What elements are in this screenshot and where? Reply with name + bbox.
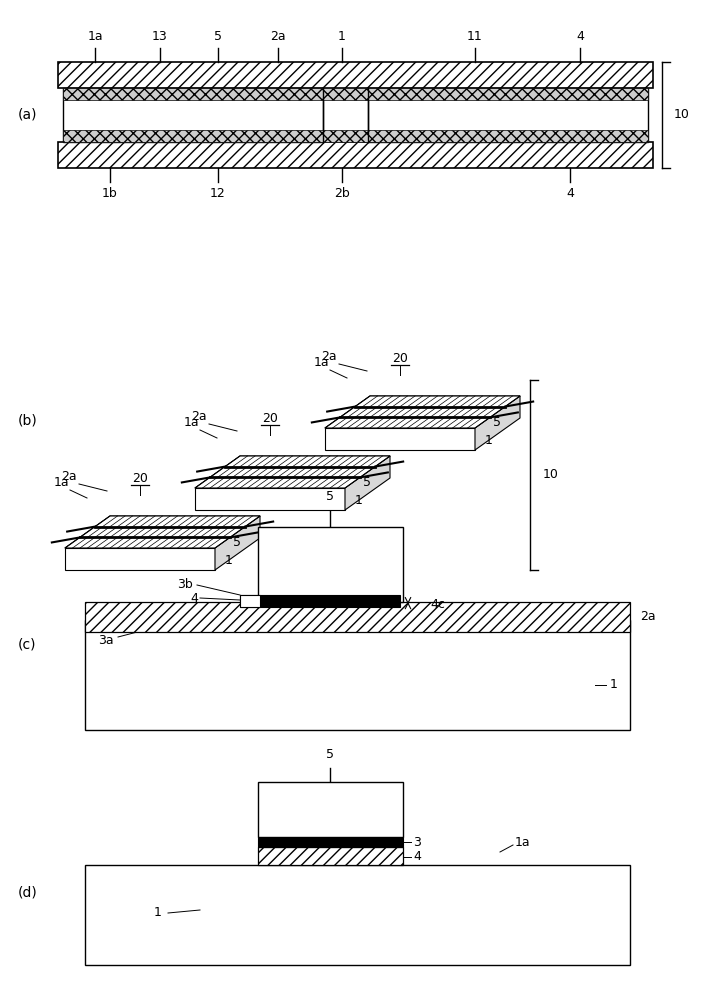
Bar <box>63 88 323 142</box>
Polygon shape <box>65 516 260 548</box>
Bar <box>323 88 368 100</box>
Text: 1: 1 <box>610 678 618 692</box>
Text: (b): (b) <box>18 413 38 427</box>
Bar <box>58 142 653 168</box>
Text: 5: 5 <box>493 416 501 428</box>
Text: (d): (d) <box>18 885 38 899</box>
Bar <box>85 865 630 965</box>
Bar <box>258 847 403 865</box>
Text: 1a: 1a <box>313 356 329 369</box>
Text: 11: 11 <box>467 30 483 43</box>
Bar <box>323 130 368 142</box>
Text: 2a: 2a <box>61 470 77 483</box>
Text: 5: 5 <box>233 536 241 548</box>
Bar <box>258 782 403 837</box>
Text: 3a: 3a <box>98 634 114 647</box>
Text: 4: 4 <box>413 850 421 863</box>
Text: 4: 4 <box>566 187 574 200</box>
Text: 20: 20 <box>392 352 408 365</box>
Bar <box>258 527 403 602</box>
Polygon shape <box>65 516 260 548</box>
Bar <box>258 837 403 847</box>
Text: 20: 20 <box>262 412 278 425</box>
Polygon shape <box>195 456 390 488</box>
Text: 4c: 4c <box>430 597 445 610</box>
Text: 5: 5 <box>326 748 334 761</box>
Text: 1a: 1a <box>515 836 531 848</box>
Text: 3: 3 <box>413 836 421 848</box>
Polygon shape <box>215 516 260 570</box>
Bar <box>85 620 630 730</box>
Bar <box>58 62 653 88</box>
Bar <box>240 595 400 607</box>
Text: 4: 4 <box>190 591 198 604</box>
Text: 2a: 2a <box>191 410 207 423</box>
Text: 1a: 1a <box>183 416 199 429</box>
Polygon shape <box>325 396 520 428</box>
Polygon shape <box>475 396 520 450</box>
Text: 1: 1 <box>355 493 363 506</box>
Text: 20: 20 <box>132 472 148 485</box>
Text: 2a: 2a <box>321 350 337 363</box>
Polygon shape <box>345 456 390 510</box>
Polygon shape <box>195 488 345 510</box>
Text: 1a: 1a <box>54 476 69 489</box>
Text: 1: 1 <box>225 554 233 566</box>
Bar <box>368 88 648 142</box>
Text: 1: 1 <box>154 906 162 920</box>
Bar <box>240 595 260 607</box>
Bar <box>368 88 648 100</box>
Polygon shape <box>325 396 520 428</box>
Bar <box>85 602 630 632</box>
Text: 5: 5 <box>363 476 371 488</box>
Text: 2a: 2a <box>640 610 655 624</box>
Text: 4: 4 <box>576 30 584 43</box>
Bar <box>368 130 648 142</box>
Text: 12: 12 <box>210 187 226 200</box>
Text: 5: 5 <box>214 30 222 43</box>
Text: 1: 1 <box>338 30 346 43</box>
Text: 3b: 3b <box>177 578 193 590</box>
Text: 1a: 1a <box>87 30 103 43</box>
Polygon shape <box>325 428 475 450</box>
Polygon shape <box>195 456 390 488</box>
Polygon shape <box>65 548 215 570</box>
Text: 1: 1 <box>485 434 493 446</box>
Text: (a): (a) <box>18 108 38 122</box>
Text: 10: 10 <box>674 108 690 121</box>
Text: 13: 13 <box>152 30 168 43</box>
Text: 5: 5 <box>326 490 334 503</box>
Text: 2a: 2a <box>270 30 286 43</box>
Text: 2b: 2b <box>334 187 350 200</box>
Text: 1b: 1b <box>102 187 118 200</box>
Text: (c): (c) <box>18 638 36 652</box>
Bar <box>63 130 323 142</box>
Bar <box>63 88 323 100</box>
Text: 10: 10 <box>543 468 559 482</box>
